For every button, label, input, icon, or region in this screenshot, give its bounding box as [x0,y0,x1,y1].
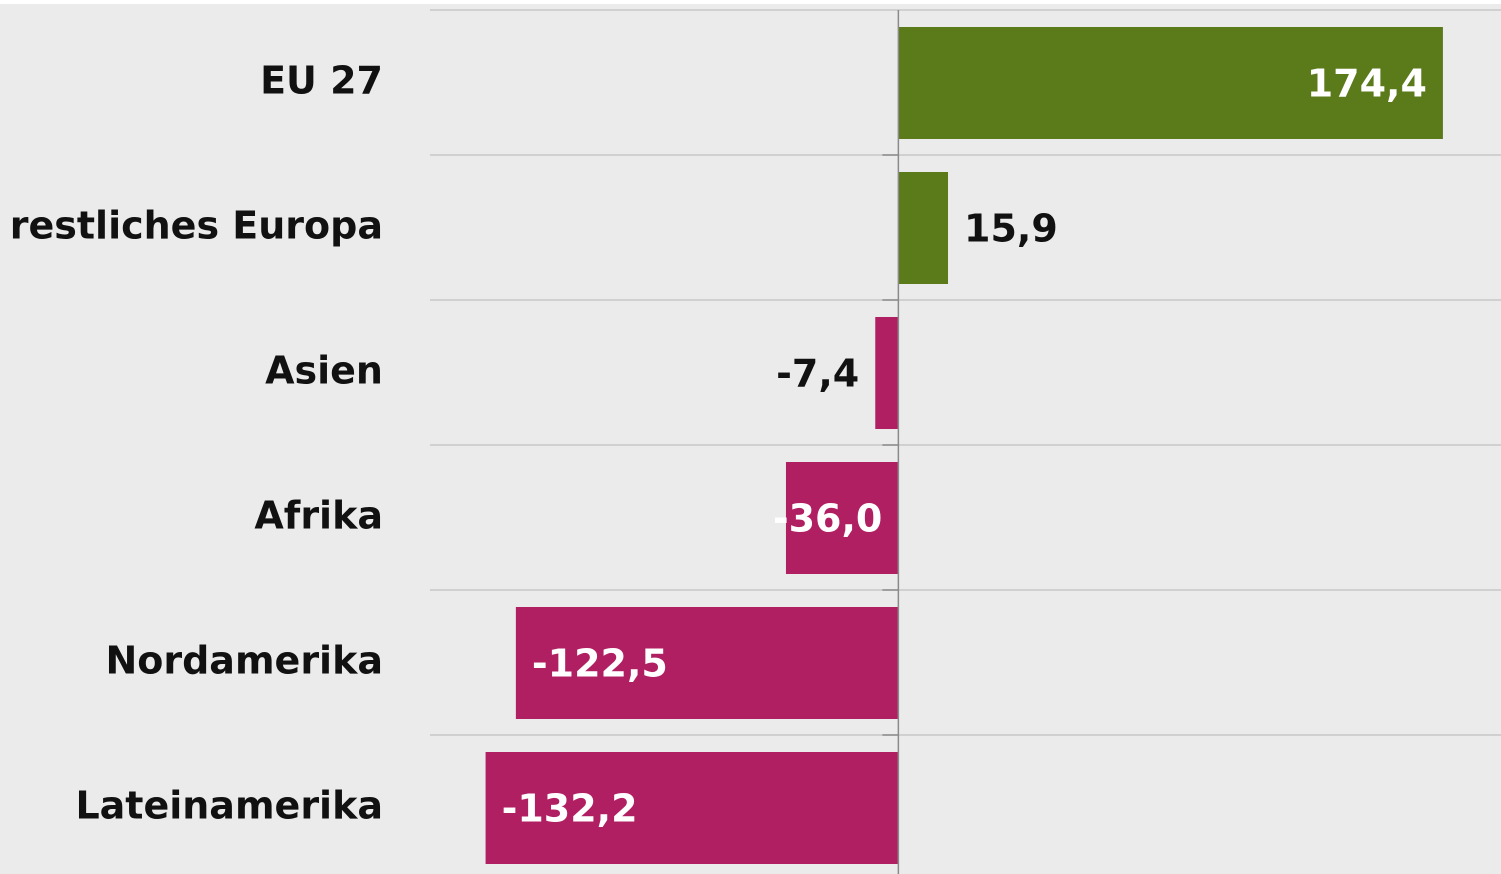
background [0,4,1501,874]
category-label: restliches Europa [10,204,383,248]
bar [875,317,899,429]
value-label: -7,4 [776,352,859,396]
category-label: Nordamerika [105,639,383,683]
value-label: -122,5 [532,642,668,686]
category-label: Afrika [254,494,383,538]
bar [485,752,899,864]
category-label: Asien [265,349,383,393]
bar [898,172,949,284]
bar [898,27,1443,139]
bar [515,607,899,719]
value-label: -132,2 [502,787,638,831]
value-label: 174,4 [1307,62,1427,106]
value-label: 15,9 [964,207,1058,251]
bar [785,462,899,574]
value-label: -36,0 [773,497,883,541]
category-label: EU 27 [260,59,383,103]
category-label: Lateinamerika [75,784,383,828]
